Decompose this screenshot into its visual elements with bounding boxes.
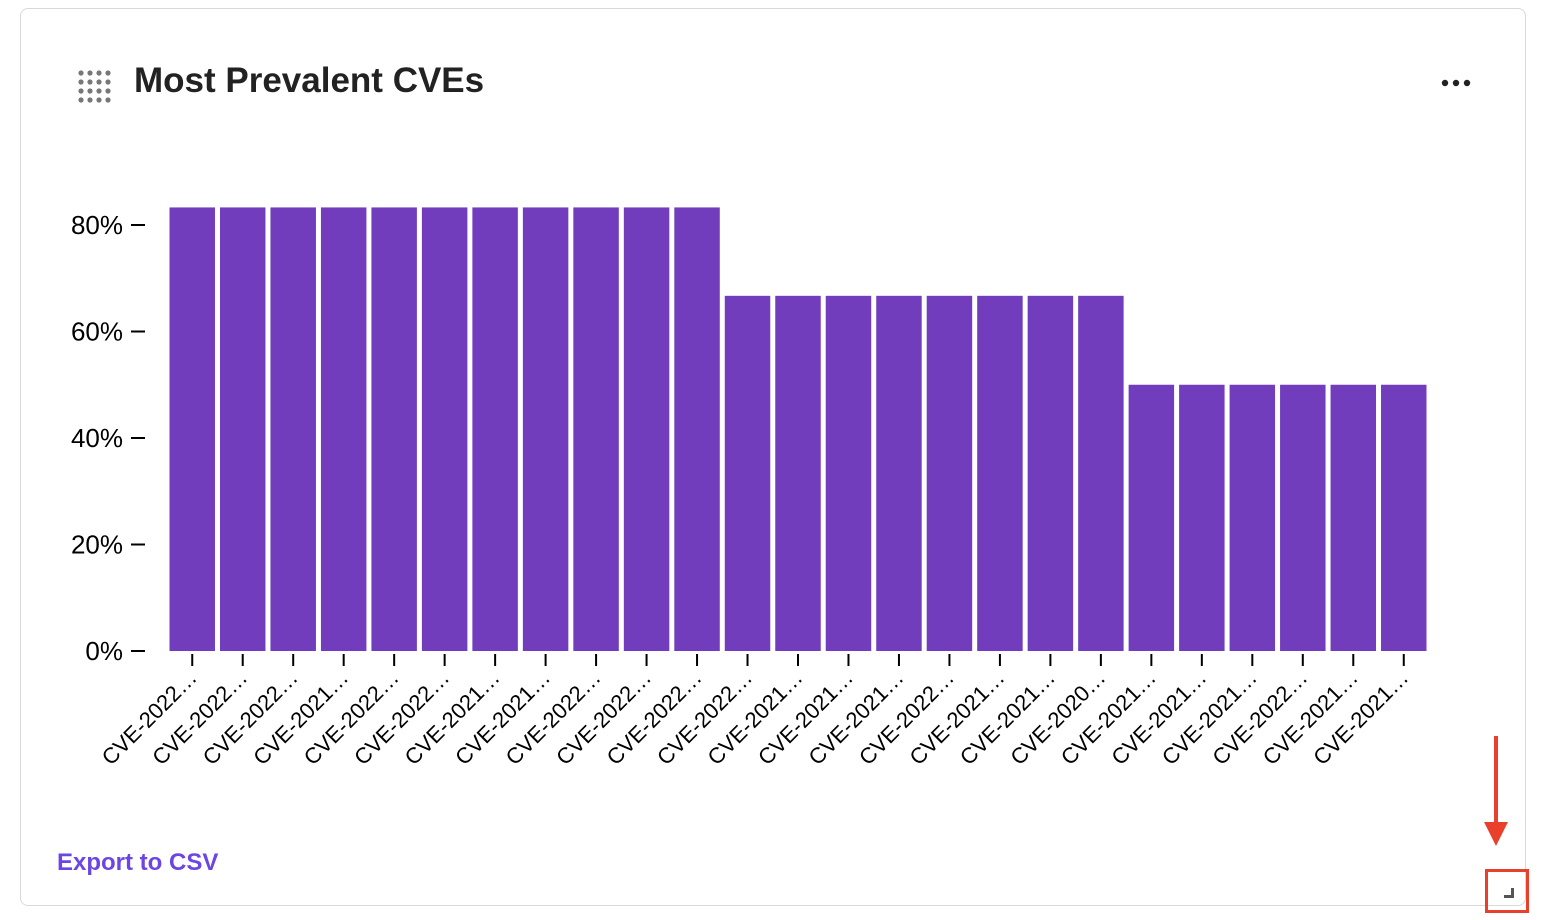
bar[interactable]	[522, 207, 569, 652]
bar[interactable]	[421, 207, 468, 652]
y-tick-label: 80%	[71, 210, 123, 240]
bar-chart: 0%20%40%60%80%CVE-2022…CVE-2022…CVE-2022…	[71, 207, 1427, 770]
more-options-icon[interactable]	[1437, 71, 1477, 95]
drag-handle-icon[interactable]	[77, 69, 113, 105]
bar[interactable]	[320, 207, 367, 652]
bar[interactable]	[1128, 384, 1175, 651]
bar[interactable]	[169, 207, 215, 652]
bar[interactable]	[219, 207, 266, 652]
y-tick-label: 0%	[85, 636, 123, 666]
y-tick-label: 20%	[71, 530, 123, 560]
bar[interactable]	[1078, 295, 1124, 651]
y-tick-label: 40%	[71, 423, 123, 453]
bar[interactable]	[1229, 384, 1276, 651]
bar[interactable]	[472, 207, 518, 652]
bar[interactable]	[926, 295, 973, 651]
bar[interactable]	[1330, 384, 1377, 651]
bar[interactable]	[724, 295, 771, 651]
bar[interactable]	[876, 295, 922, 651]
bar[interactable]	[674, 207, 720, 652]
bar[interactable]	[623, 207, 670, 652]
bar[interactable]	[1179, 384, 1225, 651]
bar[interactable]	[775, 295, 821, 651]
y-tick-label: 60%	[71, 317, 123, 347]
annotation-arrow-icon	[1484, 736, 1508, 846]
resize-handle[interactable]	[1485, 869, 1529, 913]
bar[interactable]	[270, 207, 316, 652]
bar[interactable]	[573, 207, 619, 652]
bar[interactable]	[825, 295, 872, 651]
bar[interactable]	[371, 207, 417, 652]
resize-corner-icon	[1504, 888, 1514, 898]
bar[interactable]	[1280, 384, 1326, 651]
bar[interactable]	[1027, 295, 1074, 651]
bar[interactable]	[1381, 384, 1427, 651]
export-csv-link[interactable]: Export to CSV	[57, 849, 219, 876]
widget-title: Most Prevalent CVEs	[134, 61, 485, 100]
widget-card: Most Prevalent CVEs 0% 20% 40% 60% 80% CVE-20…	[20, 8, 1529, 913]
bar[interactable]	[977, 295, 1023, 651]
